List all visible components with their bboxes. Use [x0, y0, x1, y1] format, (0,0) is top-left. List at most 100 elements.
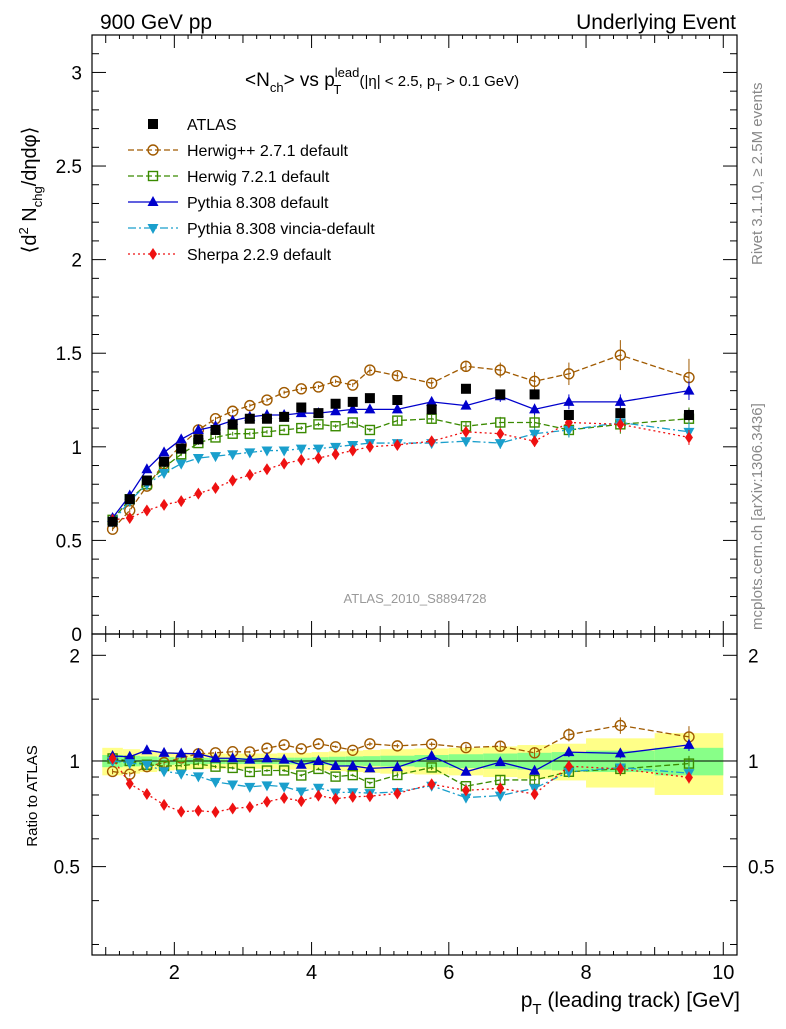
ratio-point-herwig-7-2-1-default-10: [278, 765, 290, 776]
ratio-point-sherpa-2-2-9-default-19: [496, 782, 505, 795]
header-right: Underlying Event: [576, 11, 736, 34]
ratio-point-pythia-8-308-default-13: [330, 760, 342, 771]
ratio-point-sherpa-2-2-9-default-4: [177, 805, 186, 818]
legend-label-atlas: ATLAS: [187, 117, 237, 134]
point-sherpa-2-2-9-default-2: [142, 504, 151, 517]
ratio-point-herwig-2-7-1-default-20: [528, 747, 541, 759]
ratio-point-pythia-8-308-default-20: [529, 764, 541, 775]
ratio-point-pythia-8-308-vincia-default-9: [261, 781, 273, 792]
legend-entry-pythia-8-308-vincia-default: Pythia 8.308 vincia-default: [128, 221, 375, 238]
ratio-point-sherpa-2-2-9-default-22: [616, 762, 625, 775]
ratio-point-sherpa-2-2-9-default-2: [142, 788, 151, 801]
point-herwig-2-7-1-default-18: [460, 360, 472, 373]
legend-marker-pythia-8-308-default: [147, 196, 159, 206]
main-panel-series: [106, 340, 695, 535]
ratio-point-herwig-7-2-1-default-14: [347, 769, 358, 781]
ratio-point-herwig-2-7-1-default-10: [278, 739, 290, 751]
legend: ATLAS Herwig++ 2.7.1 default Herwig 7.2.1 …: [128, 117, 375, 264]
legend-entry-herwig-2-7-1-default: Herwig++ 2.7.1 default: [128, 143, 349, 160]
ratio-point-pythia-8-308-vincia-default-7: [227, 780, 239, 791]
y-tick-label-1: 0.5: [56, 531, 82, 552]
point-pythia-8-308-vincia-default-5: [192, 454, 204, 465]
ratio-point-sherpa-2-2-9-default-0: [108, 752, 117, 765]
x-tick-label-1: 4: [306, 962, 317, 984]
legend-marker-herwig-2-7-1-default: [147, 144, 159, 156]
ratio-point-sherpa-2-2-9-default-17: [427, 778, 436, 791]
point-atlas-4: [176, 443, 187, 454]
ratio-point-herwig-2-7-1-default-15: [364, 738, 376, 750]
ratio-point-herwig-2-7-1-default-18: [460, 741, 472, 754]
y-tick-label-2: 1: [71, 438, 82, 459]
ratio-tick-label-0: 0.5: [54, 858, 80, 879]
ratio-point-pythia-8-308-default-4: [175, 747, 187, 758]
ratio-point-pythia-8-308-default-7: [227, 752, 239, 763]
ratio-point-sherpa-2-2-9-default-5: [194, 804, 203, 817]
point-atlas-23: [683, 409, 694, 420]
point-atlas-10: [279, 411, 290, 422]
point-atlas-18: [460, 383, 471, 394]
x-axis-label: pT (leading track) [GeV]: [521, 989, 740, 1018]
ratio-point-herwig-7-2-1-default-11: [296, 770, 307, 781]
ratio-point-pythia-8-308-default-19: [494, 756, 506, 767]
ratio-point-pythia-8-308-vincia-default-2: [141, 760, 153, 771]
ratio-point-pythia-8-308-vincia-default-19: [494, 791, 506, 802]
point-atlas-9: [261, 413, 272, 424]
ratio-point-pythia-8-308-default-3: [158, 746, 170, 757]
ratio-point-herwig-7-2-1-default-5: [193, 758, 204, 770]
ratio-axis-label: Ratio to ATLAS: [24, 745, 41, 846]
ratio-point-pythia-8-308-default-5: [192, 747, 204, 758]
y-tick-label-0: 0: [71, 625, 82, 646]
point-atlas-12: [313, 408, 324, 419]
ratio-point-sherpa-2-2-9-default-10: [280, 791, 289, 804]
ratio-point-herwig-2-7-1-default-11: [295, 743, 307, 755]
point-pythia-8-308-default-2: [141, 463, 153, 474]
series-line-pythia-8-308-vincia-default: [112, 421, 690, 523]
legend-entry-herwig-7-2-1-default: Herwig 7.2.1 default: [128, 169, 330, 186]
point-sherpa-2-2-9-default-18: [461, 425, 470, 438]
point-herwig-7-2-1-default-20: [529, 417, 540, 428]
ratio-point-herwig-7-2-1-default-13: [330, 771, 341, 782]
point-herwig-2-7-1-default-16: [391, 369, 404, 382]
point-pythia-8-308-vincia-default-4: [175, 459, 187, 470]
point-herwig-7-2-1-default-10: [278, 424, 290, 436]
ratio-point-pythia-8-308-default-22: [614, 747, 626, 758]
point-atlas-22: [615, 408, 626, 419]
legend-marker-pythia-8-308-vincia-default: [147, 224, 159, 234]
ratio-point-pythia-8-308-vincia-default-8: [244, 782, 256, 793]
point-pythia-8-308-vincia-default-13: [330, 442, 342, 453]
point-sherpa-2-2-9-default-16: [393, 438, 402, 451]
point-herwig-7-2-1-default-19: [495, 417, 506, 428]
ratio-point-herwig-2-7-1-default-16: [391, 740, 404, 752]
point-pythia-8-308-vincia-default-3: [158, 469, 170, 480]
point-sherpa-2-2-9-default-23: [684, 431, 693, 444]
point-atlas-0: [107, 516, 118, 527]
ratio-point-sherpa-2-2-9-default-3: [160, 798, 169, 811]
point-pythia-8-308-default-5: [192, 423, 204, 434]
ratio-point-sherpa-2-2-9-default-15: [365, 790, 374, 803]
ratio-line-herwig-2-7-1-default: [112, 724, 690, 775]
ratio-point-pythia-8-308-default-17: [426, 749, 438, 760]
point-atlas-16: [392, 395, 403, 406]
series-line-sherpa-2-2-9-default: [112, 421, 690, 521]
point-atlas-20: [529, 389, 540, 400]
ratio-point-herwig-2-7-1-default-17: [425, 738, 438, 750]
ratio-panel-series: [106, 717, 695, 818]
point-sherpa-2-2-9-default-9: [262, 463, 271, 476]
ratio-point-pythia-8-308-vincia-default-5: [192, 772, 204, 783]
ratio-point-sherpa-2-2-9-default-1: [125, 777, 134, 790]
point-atlas-13: [330, 398, 341, 409]
point-sherpa-2-2-9-default-13: [331, 448, 340, 461]
ratio-point-sherpa-2-2-9-default-18: [461, 784, 470, 797]
ratio-point-pythia-8-308-default-15: [364, 762, 376, 773]
legend-entry-atlas: ATLAS: [148, 117, 237, 134]
y-tick-label-5: 2.5: [56, 157, 82, 178]
point-pythia-8-308-vincia-default-20: [529, 429, 541, 440]
ratio-point-herwig-2-7-1-default-13: [329, 741, 342, 753]
point-herwig-2-7-1-default-13: [329, 375, 342, 387]
point-atlas-3: [159, 456, 170, 467]
point-herwig-2-7-1-default-19: [494, 364, 506, 376]
legend-label-herwig-7-2-1-default: Herwig 7.2.1 default: [187, 169, 330, 186]
ratio-point-herwig-7-2-1-default-8: [244, 766, 256, 778]
